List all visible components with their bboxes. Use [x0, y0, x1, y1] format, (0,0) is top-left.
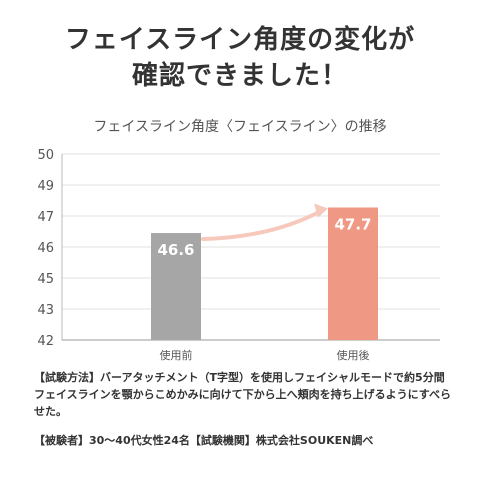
headline: フェイスライン角度の変化が 確認できました！ — [0, 22, 480, 94]
y-tick-label: 45 — [37, 272, 54, 287]
trend-arrow-line — [201, 209, 322, 242]
y-tick-label: 43 — [37, 303, 54, 318]
y-tick-label: 46 — [37, 241, 54, 256]
x-axis-categories: 使用前 使用後 — [160, 348, 370, 362]
y-axis-ticks: 50 49 47 46 45 43 42 — [37, 148, 54, 349]
bar-value-label: 47.7 — [334, 215, 371, 233]
bar-chart: 50 49 47 46 45 43 42 46.6 47.7 使用前 使用後 — [37, 148, 440, 362]
headline-line-1: フェイスライン角度の変化が — [64, 25, 416, 55]
test-subjects-note: 【被験者】30〜40代女性24名【試験機関】株式会社SOUKEN調べ — [34, 434, 374, 447]
y-tick-label: 50 — [37, 148, 54, 163]
headline-line-2: 確認できました！ — [131, 61, 348, 91]
trend-arrow-head — [314, 203, 328, 218]
y-tick-label: 47 — [37, 210, 54, 225]
bar — [151, 233, 201, 340]
bar — [328, 207, 378, 340]
x-category-label: 使用後 — [337, 348, 370, 362]
grid-lines — [61, 153, 440, 341]
chart-title: フェイスライン角度〈フェイスライン〉の推移 — [93, 119, 387, 135]
trend-arrow — [201, 203, 328, 242]
bars — [151, 207, 378, 340]
x-category-label: 使用前 — [160, 348, 193, 362]
footnotes: 【試験方法】バーアタッチメント（T字型）を使用しフェイシャルモードで約5分間フェ… — [34, 369, 454, 449]
value-labels: 46.6 47.7 — [157, 215, 371, 259]
test-method-note: 【試験方法】バーアタッチメント（T字型）を使用しフェイシャルモードで約5分間フェ… — [34, 371, 452, 418]
y-tick-label: 42 — [37, 334, 54, 349]
y-tick-label: 49 — [37, 179, 54, 194]
bar-value-label: 46.6 — [157, 241, 194, 259]
